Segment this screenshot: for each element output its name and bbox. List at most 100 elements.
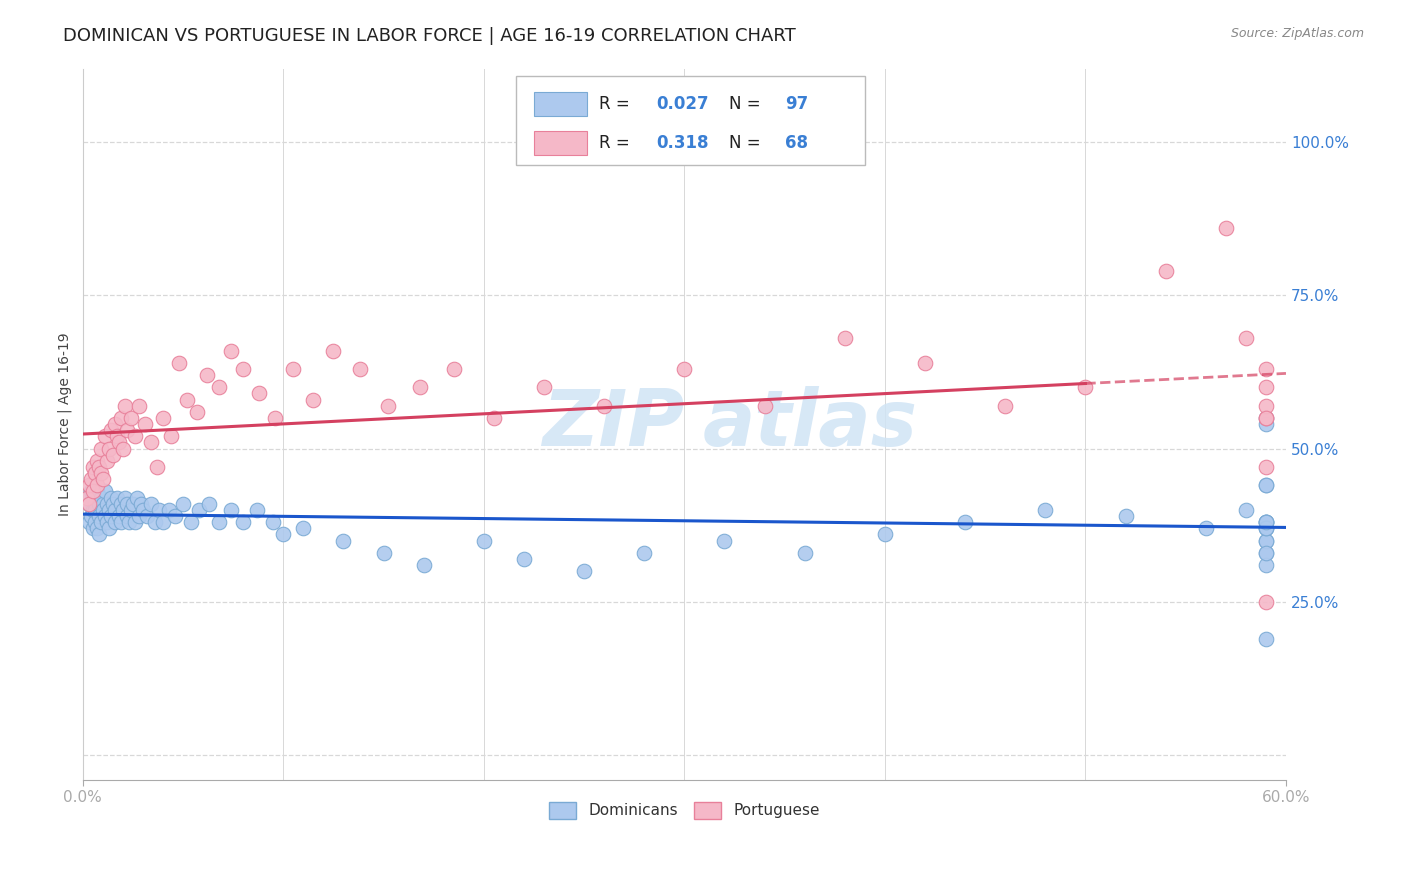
Point bbox=[86, 521, 108, 535]
Point bbox=[157, 503, 180, 517]
Point bbox=[111, 442, 134, 456]
Point bbox=[82, 491, 104, 505]
Point bbox=[180, 515, 202, 529]
Point bbox=[115, 497, 138, 511]
Point bbox=[1254, 515, 1277, 529]
Point bbox=[1254, 362, 1277, 376]
Point bbox=[332, 533, 354, 548]
Text: N =: N = bbox=[728, 134, 766, 152]
Point bbox=[80, 484, 103, 499]
Point bbox=[322, 343, 344, 358]
Point bbox=[408, 380, 430, 394]
Y-axis label: In Labor Force | Age 16-19: In Labor Force | Age 16-19 bbox=[58, 332, 72, 516]
Point bbox=[1254, 399, 1277, 413]
Text: N =: N = bbox=[728, 95, 766, 112]
Point bbox=[754, 399, 776, 413]
Point bbox=[412, 558, 434, 572]
Point bbox=[1254, 515, 1277, 529]
Point bbox=[82, 484, 104, 499]
Point bbox=[87, 497, 110, 511]
Point bbox=[232, 515, 254, 529]
Point bbox=[82, 460, 104, 475]
Point bbox=[1074, 380, 1097, 394]
Point bbox=[186, 405, 208, 419]
Point bbox=[134, 417, 156, 431]
Point bbox=[136, 508, 159, 523]
Point bbox=[100, 423, 122, 437]
Point bbox=[1254, 411, 1277, 425]
Point bbox=[83, 503, 105, 517]
Point bbox=[167, 356, 190, 370]
Point bbox=[128, 399, 150, 413]
Point bbox=[104, 515, 127, 529]
Point bbox=[208, 380, 231, 394]
Point bbox=[110, 497, 132, 511]
Point bbox=[97, 503, 120, 517]
Point bbox=[1254, 460, 1277, 475]
Point bbox=[110, 411, 132, 425]
Point bbox=[1195, 521, 1218, 535]
Point bbox=[834, 331, 856, 345]
Point bbox=[76, 491, 98, 505]
Text: R =: R = bbox=[599, 95, 636, 112]
Point bbox=[77, 497, 100, 511]
Point bbox=[108, 508, 131, 523]
Text: DOMINICAN VS PORTUGUESE IN LABOR FORCE | AGE 16-19 CORRELATION CHART: DOMINICAN VS PORTUGUESE IN LABOR FORCE |… bbox=[63, 27, 796, 45]
Point bbox=[96, 454, 118, 468]
Point bbox=[91, 497, 114, 511]
Text: Source: ZipAtlas.com: Source: ZipAtlas.com bbox=[1230, 27, 1364, 40]
Point bbox=[90, 491, 112, 505]
Point bbox=[219, 503, 242, 517]
Point bbox=[96, 497, 118, 511]
Point bbox=[1154, 264, 1177, 278]
Point bbox=[100, 491, 122, 505]
Point bbox=[292, 521, 315, 535]
Point bbox=[195, 368, 218, 382]
Point bbox=[100, 508, 122, 523]
Point bbox=[124, 515, 146, 529]
Point bbox=[87, 460, 110, 475]
Point bbox=[101, 497, 124, 511]
Point bbox=[349, 362, 371, 376]
Text: R =: R = bbox=[599, 134, 636, 152]
Point bbox=[793, 546, 815, 560]
Point bbox=[104, 503, 127, 517]
Point bbox=[172, 497, 194, 511]
Point bbox=[208, 515, 231, 529]
Point bbox=[1254, 533, 1277, 548]
Point bbox=[1254, 411, 1277, 425]
Point bbox=[953, 515, 976, 529]
Point bbox=[82, 503, 104, 517]
Point bbox=[139, 497, 162, 511]
Point bbox=[633, 546, 655, 560]
Point bbox=[1254, 515, 1277, 529]
Point bbox=[533, 380, 555, 394]
Point bbox=[1234, 503, 1257, 517]
Point bbox=[1254, 533, 1277, 548]
Point bbox=[118, 515, 141, 529]
Point bbox=[114, 399, 136, 413]
Point bbox=[125, 491, 148, 505]
Point bbox=[87, 508, 110, 523]
Point bbox=[482, 411, 505, 425]
Point bbox=[1033, 503, 1056, 517]
Point bbox=[1254, 546, 1277, 560]
Point bbox=[105, 429, 128, 443]
Point bbox=[86, 478, 108, 492]
Text: 68: 68 bbox=[786, 134, 808, 152]
Point bbox=[80, 508, 103, 523]
Point bbox=[124, 429, 146, 443]
Point bbox=[87, 527, 110, 541]
Point bbox=[373, 546, 395, 560]
Point bbox=[188, 503, 211, 517]
Point bbox=[219, 343, 242, 358]
Point bbox=[1254, 521, 1277, 535]
Point bbox=[152, 515, 174, 529]
Point bbox=[1254, 380, 1277, 394]
Point bbox=[1254, 417, 1277, 431]
Point bbox=[302, 392, 325, 407]
Point bbox=[90, 515, 112, 529]
Point bbox=[160, 429, 183, 443]
Point bbox=[994, 399, 1017, 413]
Point bbox=[1254, 595, 1277, 609]
